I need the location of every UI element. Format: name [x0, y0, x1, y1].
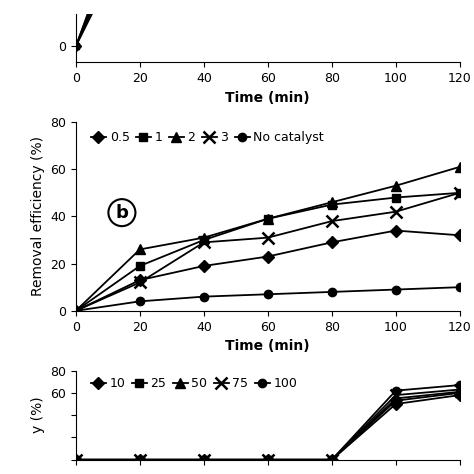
Y-axis label: Removal efficiency (%): Removal efficiency (%) — [30, 137, 45, 296]
X-axis label: Time (min): Time (min) — [226, 339, 310, 353]
Legend: 10, 25, 50, 75, 100: 10, 25, 50, 75, 100 — [86, 373, 302, 395]
Y-axis label: y (%): y (%) — [30, 397, 45, 434]
Legend: 0.5, 1, 2, 3, No catalyst: 0.5, 1, 2, 3, No catalyst — [86, 127, 329, 149]
X-axis label: Time (min): Time (min) — [226, 91, 310, 105]
Text: b: b — [116, 204, 128, 222]
